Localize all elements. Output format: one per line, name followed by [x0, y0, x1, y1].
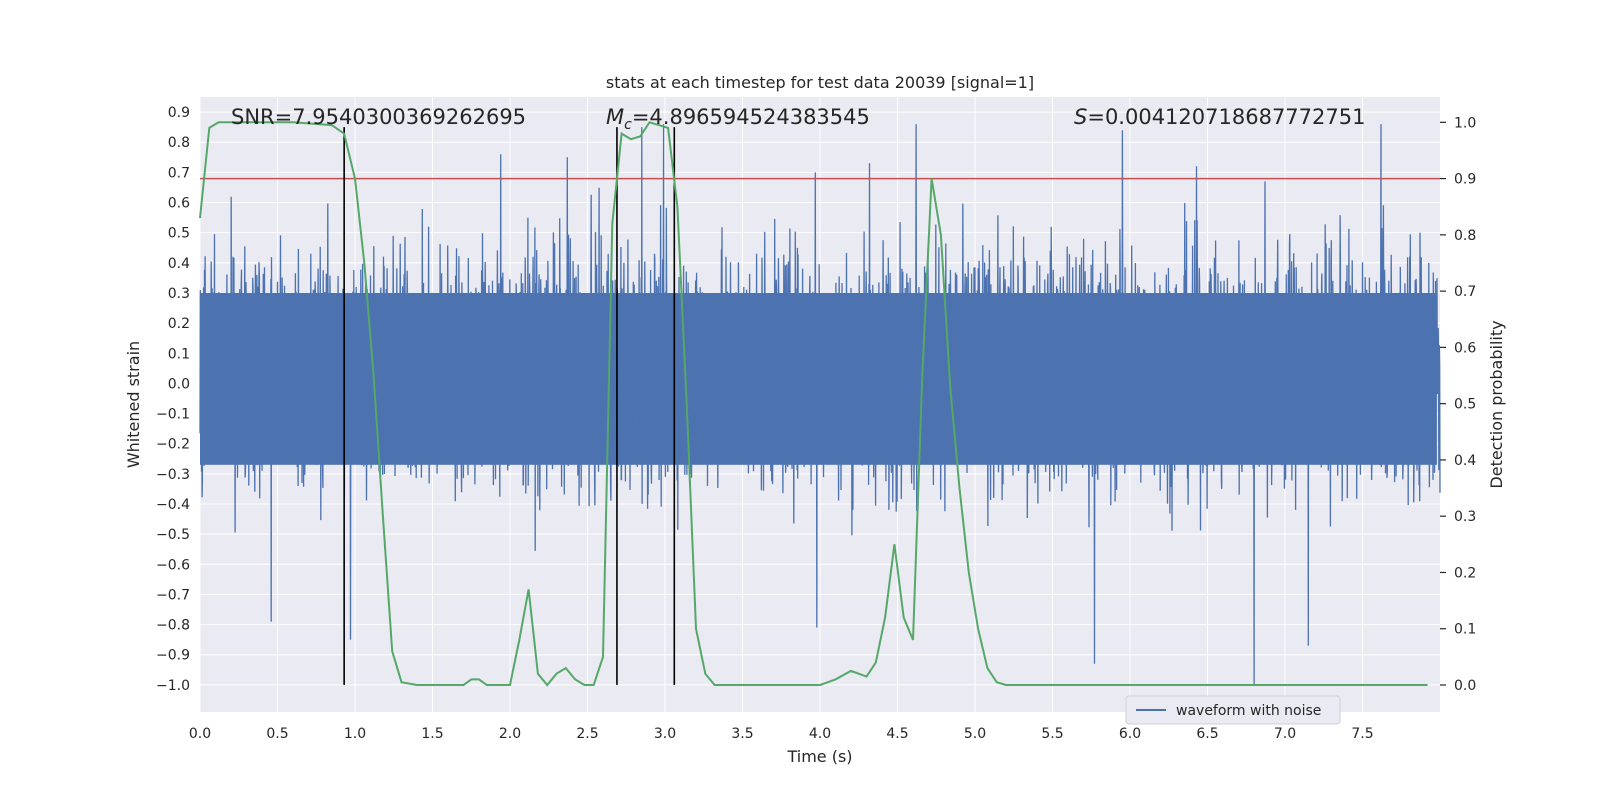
x-axis-label: Time (s): [786, 747, 852, 766]
y-left-tick-label: 0.0: [168, 376, 190, 392]
y-left-tick-label: −0.3: [156, 467, 190, 483]
y-right-tick-label: 0.9: [1454, 172, 1476, 188]
y-right-tick-label: 0.3: [1454, 509, 1476, 525]
y-left-tick-label: −0.2: [156, 437, 190, 453]
mc-symbol: M: [606, 105, 624, 129]
x-tick-label: 3.5: [731, 726, 753, 742]
x-tick-label: 6.5: [1196, 726, 1218, 742]
y-right-tick-label: 0.1: [1454, 622, 1476, 638]
x-tick-label: 5.5: [1041, 726, 1063, 742]
chirp-mass-annotation: Mc=4.896594524383545: [606, 105, 870, 133]
y-right-tick-label: 0.6: [1454, 340, 1476, 356]
y-left-tick-label: −0.9: [156, 648, 190, 664]
y-left-tick-label: −1.0: [156, 678, 190, 694]
x-tick-label: 2.5: [576, 726, 598, 742]
y-right-axis-ticks: 1.0 0.9 0.8 0.7 0.6 0.5 0.4 0.3 0.2 0.1 0.0: [1440, 115, 1476, 694]
y-left-tick-label: −0.1: [156, 407, 190, 423]
x-tick-label: 2.0: [499, 726, 521, 742]
y-left-tick-label: 0.4: [168, 256, 190, 272]
s-value: =0.004120718687772751: [1087, 105, 1365, 129]
y-left-tick-label: −0.8: [156, 618, 190, 634]
y-left-tick-label: −0.6: [156, 557, 190, 573]
y-right-tick-label: 0.5: [1454, 397, 1476, 413]
y-left-tick-label: 0.9: [168, 105, 190, 121]
y-left-axis-label: Whitened strain: [124, 341, 143, 468]
y-right-tick-label: 0.0: [1454, 678, 1476, 694]
y-left-tick-label: 0.1: [168, 346, 190, 362]
y-left-tick-label: 0.3: [168, 286, 190, 302]
x-tick-label: 0.0: [189, 726, 211, 742]
s-symbol: S: [1074, 105, 1087, 129]
vertical-marker-lines: [343, 127, 676, 685]
mc-value: =4.896594524383545: [632, 105, 870, 129]
x-axis-ticks: 0.0 0.5 1.0 1.5 2.0 2.5 3.0 3.5 4.0 4.5 5.0 5.5 6.0 6…: [189, 726, 1374, 742]
y-left-tick-label: −0.4: [156, 497, 190, 513]
y-left-tick-label: 0.5: [168, 226, 190, 242]
x-tick-label: 1.5: [421, 726, 443, 742]
waveform-series: [199, 124, 1441, 685]
legend-box: [1125, 695, 1341, 725]
y-right-axis-label: Detection probability: [1487, 320, 1506, 488]
y-left-tick-label: −0.5: [156, 527, 190, 543]
legend-label-waveform: waveform with noise: [1176, 703, 1321, 719]
y-left-tick-label: −0.7: [156, 587, 190, 603]
y-left-tick-label: 0.2: [168, 316, 190, 332]
y-right-tick-label: 0.4: [1454, 453, 1476, 469]
legend: waveform with noise: [1125, 695, 1341, 725]
y-left-tick-label: 0.6: [168, 196, 190, 212]
y-right-tick-label: 0.8: [1454, 228, 1476, 244]
snr-annotation: SNR=7.954030036926269​5: [231, 105, 526, 129]
y-left-tick-label: 0.8: [168, 135, 190, 151]
x-tick-label: 5.0: [964, 726, 986, 742]
y-right-tick-label: 0.2: [1454, 565, 1476, 581]
y-left-axis-ticks: 0.9 0.8 0.7 0.6 0.5 0.4 0.3 0.2 0.1 0.0 −0.1 −0.2 −0…: [156, 105, 190, 694]
x-tick-label: 7.5: [1351, 726, 1373, 742]
x-tick-label: 0.5: [266, 726, 288, 742]
waveform-path: [199, 124, 1441, 685]
s-statistic-annotation: S=0.004120718687772751: [1074, 105, 1365, 129]
x-tick-label: 3.0: [654, 726, 676, 742]
x-tick-label: 4.0: [809, 726, 831, 742]
y-right-tick-label: 0.7: [1454, 284, 1476, 300]
chart-title: stats at each timestep for test data 200…: [606, 73, 1034, 92]
y-right-tick-label: 1.0: [1454, 115, 1476, 131]
probability-series-line: [199, 121, 1428, 687]
x-tick-label: 7.0: [1274, 726, 1296, 742]
x-tick-label: 1.0: [344, 726, 366, 742]
mc-subscript: c: [624, 117, 632, 133]
x-tick-label: 4.5: [886, 726, 908, 742]
y-left-tick-label: 0.7: [168, 165, 190, 181]
x-tick-label: 6.0: [1119, 726, 1141, 742]
